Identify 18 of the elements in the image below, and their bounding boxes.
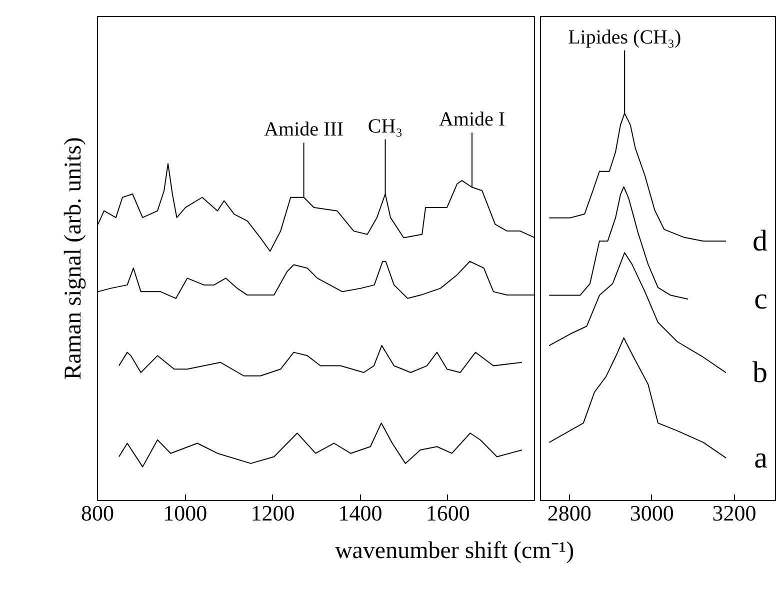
series-label: b <box>752 356 768 390</box>
annotation: CH₃ <box>368 115 403 138</box>
x-tick-label: 1200 <box>250 500 295 526</box>
series-label: d <box>752 224 768 258</box>
y-axis-title: Raman signal (arb. units) <box>60 137 86 380</box>
text: c <box>754 282 768 316</box>
series-label: a <box>754 441 768 474</box>
x-tick-label: 3200 <box>712 500 756 526</box>
x-tick-label: 1600 <box>426 500 470 526</box>
x-tick-label: 2800 <box>547 500 592 526</box>
x-tick-label: 800 <box>81 500 114 526</box>
x-axis-title: wavenumber shift (cm⁻¹) <box>334 537 574 566</box>
annotation: Amide I <box>438 108 506 131</box>
annotation: Amide III <box>264 118 344 141</box>
x-tick-label: 3000 <box>630 500 674 526</box>
annotation: Lipides (CH₃) <box>568 26 682 48</box>
x-tick-label: 1000 <box>163 500 208 526</box>
x-tick-label: 1400 <box>338 500 382 526</box>
